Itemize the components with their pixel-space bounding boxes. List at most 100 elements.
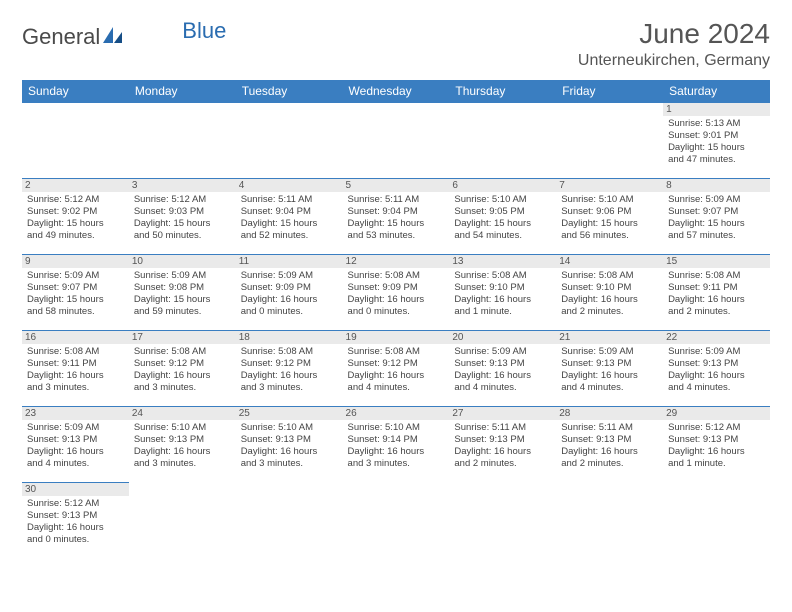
cell-daylight1: Daylight: 16 hours bbox=[27, 446, 124, 458]
calendar-cell: 19Sunrise: 5:08 AMSunset: 9:12 PMDayligh… bbox=[343, 331, 450, 407]
calendar-cell: 7Sunrise: 5:10 AMSunset: 9:06 PMDaylight… bbox=[556, 179, 663, 255]
cell-daylight1: Daylight: 16 hours bbox=[348, 370, 445, 382]
cell-daylight2: and 4 minutes. bbox=[668, 382, 765, 394]
day-number: 19 bbox=[343, 331, 450, 344]
calendar-cell: 11Sunrise: 5:09 AMSunset: 9:09 PMDayligh… bbox=[236, 255, 343, 331]
cell-sunrise: Sunrise: 5:09 AM bbox=[241, 270, 338, 282]
cell-daylight1: Daylight: 16 hours bbox=[134, 370, 231, 382]
cell-sunset: Sunset: 9:04 PM bbox=[348, 206, 445, 218]
cell-sunset: Sunset: 9:10 PM bbox=[454, 282, 551, 294]
calendar-cell: 15Sunrise: 5:08 AMSunset: 9:11 PMDayligh… bbox=[663, 255, 770, 331]
day-number: 8 bbox=[663, 179, 770, 192]
day-number: 25 bbox=[236, 407, 343, 420]
cell-sunrise: Sunrise: 5:09 AM bbox=[668, 194, 765, 206]
cell-sunrise: Sunrise: 5:09 AM bbox=[454, 346, 551, 358]
day-number: 30 bbox=[22, 483, 129, 496]
day-header-thursday: Thursday bbox=[449, 80, 556, 103]
calendar-cell: 28Sunrise: 5:11 AMSunset: 9:13 PMDayligh… bbox=[556, 407, 663, 483]
cell-daylight2: and 3 minutes. bbox=[241, 458, 338, 470]
calendar-cell bbox=[449, 103, 556, 179]
calendar-cell: 22Sunrise: 5:09 AMSunset: 9:13 PMDayligh… bbox=[663, 331, 770, 407]
day-number: 1 bbox=[663, 103, 770, 116]
cell-sunrise: Sunrise: 5:12 AM bbox=[134, 194, 231, 206]
calendar-week-row: 1Sunrise: 5:13 AMSunset: 9:01 PMDaylight… bbox=[22, 103, 770, 179]
calendar-cell: 16Sunrise: 5:08 AMSunset: 9:11 PMDayligh… bbox=[22, 331, 129, 407]
cell-sunrise: Sunrise: 5:09 AM bbox=[561, 346, 658, 358]
cell-sunset: Sunset: 9:06 PM bbox=[561, 206, 658, 218]
cell-sunset: Sunset: 9:08 PM bbox=[134, 282, 231, 294]
cell-daylight1: Daylight: 15 hours bbox=[27, 294, 124, 306]
cell-daylight2: and 47 minutes. bbox=[668, 154, 765, 166]
cell-sunset: Sunset: 9:10 PM bbox=[561, 282, 658, 294]
day-number: 3 bbox=[129, 179, 236, 192]
cell-daylight2: and 4 minutes. bbox=[348, 382, 445, 394]
cell-sunrise: Sunrise: 5:10 AM bbox=[348, 422, 445, 434]
cell-sunrise: Sunrise: 5:08 AM bbox=[454, 270, 551, 282]
cell-daylight2: and 0 minutes. bbox=[348, 306, 445, 318]
calendar-week-row: 23 Sunrise: 5:09 AM Sunset: 9:13 PM Dayligh… bbox=[22, 407, 770, 483]
day-number: 14 bbox=[556, 255, 663, 268]
cell-sunrise: Sunrise: 5:12 AM bbox=[668, 422, 765, 434]
header: General Blue June 2024 Unterneukirchen, … bbox=[22, 18, 770, 70]
calendar-cell bbox=[343, 483, 450, 559]
cell-daylight2: and 4 minutes. bbox=[27, 458, 124, 470]
calendar-table: SundayMondayTuesdayWednesdayThursdayFrid… bbox=[22, 80, 770, 559]
cell-sunrise: Sunrise: 5:10 AM bbox=[241, 422, 338, 434]
cell-daylight2: and 3 minutes. bbox=[241, 382, 338, 394]
day-number: 24 bbox=[129, 407, 236, 420]
calendar-cell: 24Sunrise: 5:10 AMSunset: 9:13 PMDayligh… bbox=[129, 407, 236, 483]
cell-daylight1: Daylight: 16 hours bbox=[27, 370, 124, 382]
calendar-week-row: 9Sunrise: 5:09 AMSunset: 9:07 PMDaylight… bbox=[22, 255, 770, 331]
cell-sunset: Sunset: 9:13 PM bbox=[454, 434, 551, 446]
calendar-cell: 26Sunrise: 5:10 AMSunset: 9:14 PMDayligh… bbox=[343, 407, 450, 483]
calendar-cell bbox=[343, 103, 450, 179]
cell-daylight2: and 2 minutes. bbox=[561, 458, 658, 470]
logo: General Blue bbox=[22, 24, 226, 50]
cell-sunrise: Sunrise: 5:09 AM bbox=[27, 422, 124, 434]
cell-sunrise: Sunrise: 5:08 AM bbox=[668, 270, 765, 282]
cell-daylight2: and 2 minutes. bbox=[561, 306, 658, 318]
cell-daylight2: and 53 minutes. bbox=[348, 230, 445, 242]
cell-daylight1: Daylight: 16 hours bbox=[348, 446, 445, 458]
cell-daylight2: and 3 minutes. bbox=[27, 382, 124, 394]
cell-daylight1: Daylight: 16 hours bbox=[454, 370, 551, 382]
cell-sunset: Sunset: 9:01 PM bbox=[668, 130, 765, 142]
cell-daylight1: Daylight: 16 hours bbox=[241, 446, 338, 458]
cell-daylight2: and 59 minutes. bbox=[134, 306, 231, 318]
cell-sunset: Sunset: 9:12 PM bbox=[348, 358, 445, 370]
cell-sunset: Sunset: 9:03 PM bbox=[134, 206, 231, 218]
title-location: Unterneukirchen, Germany bbox=[578, 52, 770, 70]
cell-daylight1: Daylight: 16 hours bbox=[454, 294, 551, 306]
cell-sunrise: Sunrise: 5:08 AM bbox=[134, 346, 231, 358]
cell-daylight1: Daylight: 16 hours bbox=[241, 294, 338, 306]
day-header-wednesday: Wednesday bbox=[343, 80, 450, 103]
calendar-cell: 18Sunrise: 5:08 AMSunset: 9:12 PMDayligh… bbox=[236, 331, 343, 407]
calendar-cell bbox=[236, 103, 343, 179]
calendar-week-row: 30Sunrise: 5:12 AMSunset: 9:13 PMDayligh… bbox=[22, 483, 770, 559]
cell-daylight1: Daylight: 15 hours bbox=[454, 218, 551, 230]
cell-sunset: Sunset: 9:09 PM bbox=[241, 282, 338, 294]
calendar-cell: 21Sunrise: 5:09 AMSunset: 9:13 PMDayligh… bbox=[556, 331, 663, 407]
calendar-day-header-row: SundayMondayTuesdayWednesdayThursdayFrid… bbox=[22, 80, 770, 103]
title-month: June 2024 bbox=[578, 18, 770, 50]
calendar-cell: 6Sunrise: 5:10 AMSunset: 9:05 PMDaylight… bbox=[449, 179, 556, 255]
day-number: 21 bbox=[556, 331, 663, 344]
cell-daylight1: Daylight: 15 hours bbox=[134, 294, 231, 306]
cell-daylight2: and 0 minutes. bbox=[241, 306, 338, 318]
day-header-tuesday: Tuesday bbox=[236, 80, 343, 103]
logo-text-general: General bbox=[22, 24, 100, 50]
cell-sunset: Sunset: 9:13 PM bbox=[561, 358, 658, 370]
calendar-cell: 23Sunrise: 5:09 AMSunset: 9:13 PMDayligh… bbox=[22, 407, 129, 483]
cell-daylight1: Daylight: 15 hours bbox=[27, 218, 124, 230]
cell-daylight2: and 4 minutes. bbox=[454, 382, 551, 394]
cell-daylight1: Daylight: 15 hours bbox=[668, 142, 765, 154]
day-number: 23 bbox=[22, 407, 129, 420]
cell-daylight2: and 58 minutes. bbox=[27, 306, 124, 318]
calendar-cell: 10Sunrise: 5:09 AMSunset: 9:08 PMDayligh… bbox=[129, 255, 236, 331]
calendar-cell: 8Sunrise: 5:09 AMSunset: 9:07 PMDaylight… bbox=[663, 179, 770, 255]
cell-sunrise: Sunrise: 5:12 AM bbox=[27, 498, 124, 510]
calendar-cell bbox=[556, 483, 663, 559]
cell-daylight1: Daylight: 16 hours bbox=[27, 522, 124, 534]
cell-daylight2: and 52 minutes. bbox=[241, 230, 338, 242]
cell-sunset: Sunset: 9:12 PM bbox=[134, 358, 231, 370]
